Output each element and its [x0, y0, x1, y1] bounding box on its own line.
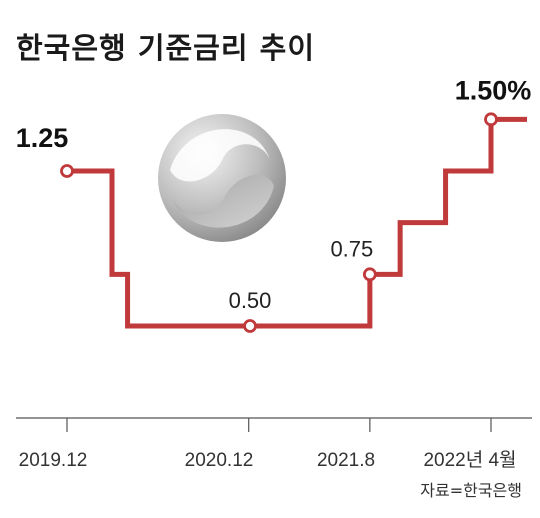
data-point-marker: [484, 112, 498, 127]
value-labels: 1.25 0.50 0.75 1.50%: [16, 75, 532, 333]
data-label: 1.50%: [455, 75, 532, 105]
x-tick-label: 2022년 4월: [423, 449, 516, 471]
x-tick-label: 2021.8: [317, 450, 375, 471]
x-tick-label: 2019.12: [19, 450, 88, 471]
x-tick-label: 2020.12: [185, 450, 254, 471]
data-label: 1.25: [16, 123, 69, 153]
x-axis: 2019.12 2020.12 2021.8 2022년 4월: [16, 417, 532, 471]
source-note: 자료=한국은행: [420, 481, 522, 500]
data-point-marker: [243, 319, 257, 333]
chart-title: 한국은행 기준금리 추이: [16, 31, 315, 65]
data-label: 0.75: [330, 236, 373, 261]
bank-of-korea-emblem-icon: [158, 114, 286, 242]
rate-step-line: [67, 116, 527, 329]
data-point-marker: [362, 267, 377, 282]
data-label: 0.50: [229, 288, 272, 313]
data-point-marker: [60, 164, 74, 178]
rate-line: [67, 116, 527, 329]
